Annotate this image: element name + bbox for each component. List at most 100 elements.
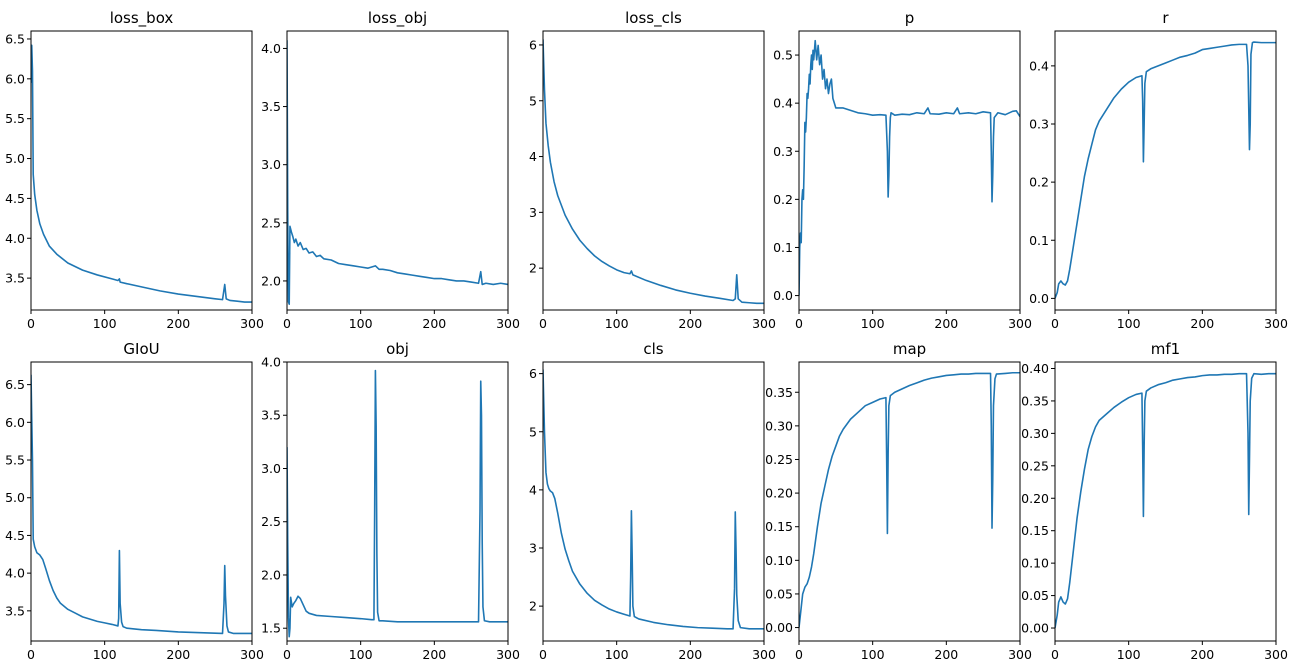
y-tick-label: 0.5 [773,48,793,63]
series-line [287,369,508,638]
y-tick-label: 3 [529,205,537,220]
y-tick-label: 4.0 [5,566,25,581]
x-tick-label: 200 [934,316,958,331]
y-tick-label: 0.10 [765,553,793,568]
y-tick-label: 3.5 [261,99,281,114]
chart-title: cls [643,340,663,358]
x-tick-label: 0 [1051,647,1059,662]
y-tick-label: 1.5 [261,621,281,636]
y-tick-label: 0.15 [1021,523,1049,538]
y-tick-label: 0.35 [765,385,793,400]
y-tick-label: 3 [529,541,537,556]
x-tick-label: 200 [1190,316,1214,331]
y-tick-label: 4.5 [5,528,25,543]
x-tick-label: 200 [422,316,446,331]
series-line [31,44,252,303]
x-tick-label: 300 [496,316,520,331]
axes-frame [798,361,1021,642]
x-tick-label: 0 [539,647,547,662]
axes-frame [1054,30,1277,311]
x-tick-label: 100 [861,647,885,662]
x-tick-label: 300 [1008,647,1032,662]
axes-frame [286,30,509,311]
y-tick-label: 3.0 [261,461,281,476]
x-tick-label: 0 [283,647,291,662]
x-tick-label: 0 [539,316,547,331]
y-tick-label: 5.5 [5,453,25,468]
subplot-cls: cls 0 100 200 300 2 3 4 5 6 [529,340,776,662]
y-tick-label: 0.40 [1021,361,1049,376]
x-tick-label: 0 [27,316,35,331]
y-tick-label: 5.5 [5,111,25,126]
y-tick-label: 6.5 [5,377,25,392]
y-tick-label: 4.5 [5,191,25,206]
series-line [799,371,1020,628]
y-tick-label: 0.25 [765,452,793,467]
subplot-loss_cls: loss_cls 0 100 200 300 2 3 4 5 6 [529,9,776,331]
x-tick-label: 300 [240,316,264,331]
subplot-p: p 0 100 200 300 0.0 0.1 0.2 0.3 0.4 0.5 [773,9,1032,331]
y-tick-label: 6.5 [5,31,25,46]
x-tick-label: 100 [93,647,117,662]
axes-frame [30,30,253,311]
series-line [799,39,1020,296]
y-tick-label: 6 [529,366,537,381]
x-tick-label: 100 [861,316,885,331]
x-tick-label: 200 [166,316,190,331]
series-line [543,369,764,630]
y-tick-label: 0.00 [765,620,793,635]
series-line [543,39,764,305]
subplot-map: map 0 100 200 300 0.00 0.05 0.10 0.15 0.20 0.25 0.3… [765,340,1032,662]
series-line [287,40,508,305]
y-tick-label: 0.15 [765,519,793,534]
y-tick-label: 4 [529,149,537,164]
y-tick-label: 3.5 [261,408,281,423]
y-tick-label: 0.20 [1021,491,1049,506]
y-tick-label: 0.4 [773,96,793,111]
subplot-obj: obj 0 100 200 300 1.5 2.0 2.5 3.0 3.5 4.0 [261,340,520,662]
x-tick-label: 300 [752,316,776,331]
axes-frame [1054,361,1277,642]
y-tick-label: 6.0 [5,71,25,86]
y-tick-label: 6 [529,37,537,52]
chart-title: loss_box [110,9,174,28]
series-line [1055,41,1276,299]
y-tick-label: 0.00 [1021,621,1049,636]
y-tick-label: 0.0 [1029,291,1049,306]
x-tick-label: 300 [496,647,520,662]
axes-frame [542,361,765,642]
y-tick-label: 2.0 [261,273,281,288]
x-tick-label: 100 [1117,316,1141,331]
x-tick-label: 100 [349,316,373,331]
x-tick-label: 0 [1051,316,1059,331]
y-tick-label: 6.0 [5,415,25,430]
subplot-loss_box: loss_box 0 100 200 300 3.5 4.0 4.5 5.0 5.5 6.0 6.5 [5,9,264,331]
x-tick-label: 300 [1264,316,1288,331]
y-tick-label: 2.5 [261,514,281,529]
y-tick-label: 0.25 [1021,458,1049,473]
y-tick-label: 0.3 [773,144,793,159]
y-tick-label: 4 [529,482,537,497]
y-tick-label: 0.05 [1021,588,1049,603]
x-tick-label: 100 [1117,647,1141,662]
y-tick-label: 0.1 [773,240,793,255]
y-tick-label: 0.30 [1021,426,1049,441]
x-tick-label: 200 [678,316,702,331]
y-tick-label: 0.4 [1029,58,1049,73]
y-tick-label: 0.30 [765,418,793,433]
chart-title: map [893,340,926,358]
y-tick-label: 4.0 [5,231,25,246]
y-tick-label: 5 [529,93,537,108]
x-tick-label: 100 [605,647,629,662]
subplot-r: r 0 100 200 300 0.0 0.1 0.2 0.3 0.4 [1029,9,1288,331]
y-tick-label: 0.35 [1021,393,1049,408]
axes-frame [286,361,509,642]
subplot-loss_obj: loss_obj 0 100 200 300 2.0 2.5 3.0 3.5 4.0 [261,9,520,331]
series-line [1055,372,1276,629]
y-tick-label: 2.5 [261,215,281,230]
chart-title: r [1162,9,1169,27]
x-tick-label: 300 [752,647,776,662]
x-tick-label: 300 [1008,316,1032,331]
x-tick-label: 300 [1264,647,1288,662]
